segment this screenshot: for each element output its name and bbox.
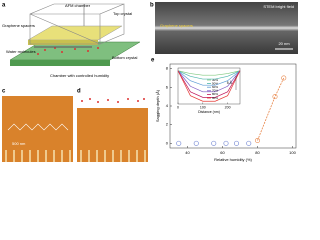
inset-line: [177, 70, 241, 93]
inset-x-label: Distance (nm): [198, 110, 220, 114]
legend-label: 30%: [212, 78, 218, 82]
point: [176, 140, 182, 146]
label: Chamber with controlled humidity: [50, 73, 109, 78]
inset-line: [177, 70, 241, 102]
inset-line: [177, 70, 241, 80]
trend-line: [257, 77, 285, 141]
legend-label: 80%: [212, 92, 218, 96]
label: Bottom crystal: [112, 55, 137, 60]
label: 20 nm: [278, 41, 290, 46]
legend-label: 70%: [212, 89, 218, 93]
y-tick-label: 0: [166, 140, 169, 145]
point: [255, 138, 261, 144]
inset-x-tick-label: 0: [177, 105, 179, 109]
y-tick-label: 2: [166, 122, 169, 127]
figure: a AFM chamber Top crystal Graphene space…: [2, 2, 298, 162]
legend-label: 90%: [212, 96, 218, 100]
point: [193, 140, 199, 146]
label: STEM bright field: [263, 4, 294, 9]
legend-label: 60%: [212, 85, 218, 89]
panel-label: a: [2, 3, 6, 9]
x-tick-label: 40: [185, 150, 190, 155]
point: [246, 140, 252, 146]
label: Top crystal: [113, 11, 132, 16]
x-tick-label: 80: [255, 150, 260, 155]
y-tick-label: 4: [166, 103, 169, 108]
inset-x-tick-label: 200: [225, 105, 231, 109]
inset-line: [177, 70, 241, 76]
stem-image: [155, 2, 298, 54]
scale-label: 5 Å: [227, 80, 233, 85]
x-tick-label: 60: [220, 150, 225, 155]
label: Water molecules: [6, 49, 36, 54]
x-tick-label: 100: [289, 150, 296, 155]
y-axis-label: Sagging depth (Å): [155, 89, 160, 122]
molecules: [77, 96, 148, 108]
label: 500 nm: [12, 141, 26, 146]
schematic: [9, 3, 141, 66]
panel-label: c: [2, 89, 6, 95]
panel-label: b: [150, 3, 154, 9]
legend-label: 50%: [212, 81, 218, 85]
profile: [7, 123, 69, 131]
point: [272, 94, 278, 100]
point: [223, 140, 229, 146]
inset-line: [177, 70, 241, 86]
label: Graphene spacers: [160, 23, 193, 28]
x-axis-label: Relative humidity (%): [214, 157, 252, 162]
point: [234, 140, 240, 146]
point: [211, 140, 217, 146]
label: Graphene spacers: [2, 23, 35, 28]
panel-label: d: [77, 89, 81, 95]
panel-label: e: [151, 58, 155, 64]
inset-line: [177, 70, 241, 98]
point: [281, 75, 287, 81]
y-tick-label: 8: [166, 66, 169, 71]
label: AFM chamber: [65, 3, 91, 8]
y-tick-label: 6: [166, 84, 169, 89]
inset-x-tick-label: 100: [200, 105, 206, 109]
